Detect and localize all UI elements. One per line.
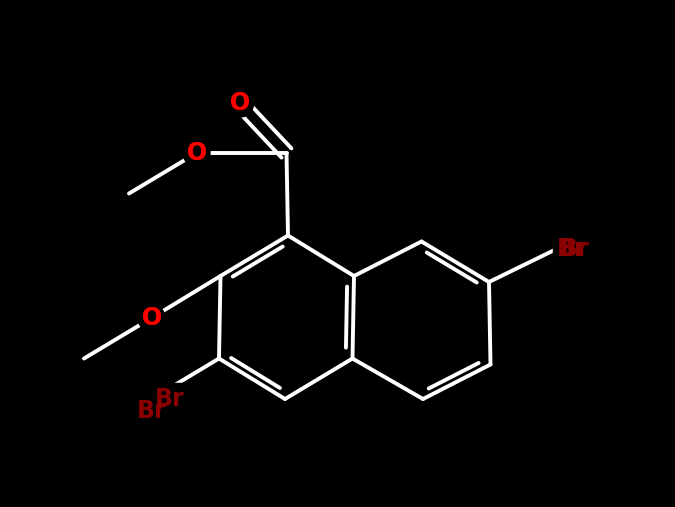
Text: O: O xyxy=(230,91,250,116)
Text: O: O xyxy=(186,141,207,165)
Text: Br: Br xyxy=(155,387,185,411)
Circle shape xyxy=(227,90,254,117)
Text: Br: Br xyxy=(556,237,586,261)
Bar xyxy=(553,233,601,266)
Text: O: O xyxy=(142,306,161,330)
Text: Br: Br xyxy=(560,237,590,261)
Circle shape xyxy=(138,305,165,332)
Text: O: O xyxy=(186,141,207,165)
Text: O: O xyxy=(142,306,161,330)
Text: O: O xyxy=(230,91,250,116)
Circle shape xyxy=(183,139,210,166)
Bar xyxy=(148,382,196,416)
Text: Br: Br xyxy=(136,399,166,423)
